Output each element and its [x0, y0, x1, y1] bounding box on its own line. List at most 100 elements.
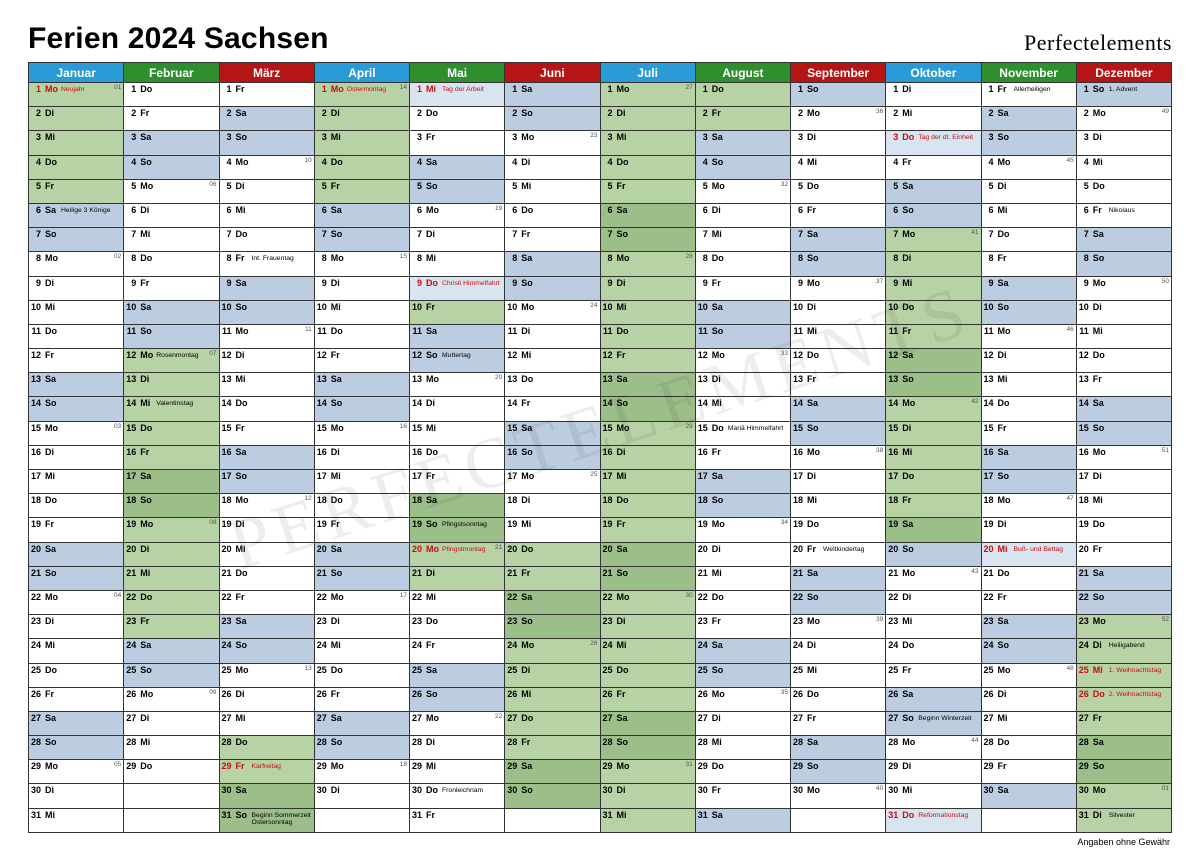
day-cell: 8FrInt. Frauentag [219, 252, 314, 276]
calendar-row: 12Fr12MoRosenmontag0712Di12Fr12SoMuttert… [29, 349, 1172, 373]
day-cell: 5Mo32 [695, 179, 790, 203]
day-cell: 23Mi [886, 615, 981, 639]
day-cell: 26Fr [600, 687, 695, 711]
day-cell: 22Di [886, 590, 981, 614]
day-cell: 26Sa [886, 687, 981, 711]
day-cell: 16Mo51 [1076, 445, 1171, 469]
day-cell: 3DoTag der dt. Einheit [886, 131, 981, 155]
day-cell: 17Mo25 [505, 470, 600, 494]
day-cell: 26Do [791, 687, 886, 711]
day-cell: 12MoRosenmontag07 [124, 349, 219, 373]
day-cell: 4Sa [410, 155, 505, 179]
day-cell: 3Mi [29, 131, 124, 155]
day-cell: 28Fr [505, 736, 600, 760]
calendar-row: 23Di23Fr23Sa23Di23Do23So23Di23Fr23Mo3923… [29, 615, 1172, 639]
day-cell: 28Mi [695, 736, 790, 760]
day-cell: 19Fr [314, 518, 409, 542]
day-cell: 6Fr [791, 203, 886, 227]
month-header: Oktober [886, 63, 981, 83]
day-cell: 8Sa [505, 252, 600, 276]
day-cell: 13Sa [29, 373, 124, 397]
day-cell: 29Do [695, 760, 790, 784]
day-cell: 14So [600, 397, 695, 421]
day-cell: 21Mo43 [886, 566, 981, 590]
day-cell: 7Sa [1076, 228, 1171, 252]
day-cell: 13Sa [600, 373, 695, 397]
day-cell: 7Sa [791, 228, 886, 252]
day-cell: 5So [410, 179, 505, 203]
day-cell: 9Fr [695, 276, 790, 300]
day-cell: 23Mo52 [1076, 615, 1171, 639]
day-cell: 10Di [1076, 300, 1171, 324]
day-cell: 14Sa [791, 397, 886, 421]
day-cell: 4Do [29, 155, 124, 179]
day-cell: 11Mi [791, 324, 886, 348]
day-cell: 27Di [124, 711, 219, 735]
day-cell: 19Do [791, 518, 886, 542]
day-cell: 18Sa [410, 494, 505, 518]
day-cell: 17Di [791, 470, 886, 494]
day-cell: 6Di [695, 203, 790, 227]
month-header: Juli [600, 63, 695, 83]
day-cell: 20Sa [314, 542, 409, 566]
day-cell: 31Sa [695, 808, 790, 832]
day-cell: 14Mo42 [886, 397, 981, 421]
calendar-table: JanuarFebruarMärzAprilMaiJuniJuliAugustS… [28, 62, 1172, 833]
day-cell: 4Mi [791, 155, 886, 179]
day-cell: 15Fr [981, 421, 1076, 445]
day-cell: 25Di [505, 663, 600, 687]
day-cell: 26Mi [505, 687, 600, 711]
day-cell: 3So [981, 131, 1076, 155]
day-cell: 16Do [410, 445, 505, 469]
day-cell: 6Mo19 [410, 203, 505, 227]
day-cell: 12Di [219, 349, 314, 373]
day-cell: 24DiHeiligabend [1076, 639, 1171, 663]
day-cell: 15Sa [505, 421, 600, 445]
day-cell: 1FrAllerheiligen [981, 83, 1076, 107]
day-cell: 17Sa [695, 470, 790, 494]
day-cell: 25Mo48 [981, 663, 1076, 687]
day-cell: 31Mi [29, 808, 124, 832]
day-cell: 8Mo02 [29, 252, 124, 276]
day-cell: 17So [981, 470, 1076, 494]
day-cell: 15Fr [219, 421, 314, 445]
day-cell: 24Do [886, 639, 981, 663]
day-cell: 11Mo46 [981, 324, 1076, 348]
day-cell: 16Fr [695, 445, 790, 469]
day-cell: 19Fr [29, 518, 124, 542]
day-cell: 15Mo03 [29, 421, 124, 445]
day-cell: 16Fr [124, 445, 219, 469]
day-cell: 13Di [124, 373, 219, 397]
day-cell: 30Sa [981, 784, 1076, 808]
day-cell: 19Mi [505, 518, 600, 542]
day-cell: 2Fr [695, 107, 790, 131]
day-cell: 10Di [791, 300, 886, 324]
day-cell: 28Do [981, 736, 1076, 760]
day-cell: 6Mi [981, 203, 1076, 227]
day-cell: 12Mo33 [695, 349, 790, 373]
day-cell: 25Do [600, 663, 695, 687]
day-cell: 4Mo10 [219, 155, 314, 179]
day-cell: 27Mi [219, 711, 314, 735]
day-cell: 27Fr [791, 711, 886, 735]
day-cell: 1Di [886, 83, 981, 107]
day-cell: 26Mo09 [124, 687, 219, 711]
day-cell: 18Mi [1076, 494, 1171, 518]
day-cell [981, 808, 1076, 832]
day-cell: 2Sa [981, 107, 1076, 131]
month-header: Februar [124, 63, 219, 83]
day-cell: 18Mi [791, 494, 886, 518]
day-cell: 11Sa [410, 324, 505, 348]
day-cell: 11Fr [886, 324, 981, 348]
day-cell: 27SoBeginn Winterzeit [886, 711, 981, 735]
day-cell: 2Mo49 [1076, 107, 1171, 131]
day-cell: 20Fr [1076, 542, 1171, 566]
day-cell: 7Fr [505, 228, 600, 252]
day-cell: 10Mi [600, 300, 695, 324]
day-cell: 28Do [219, 736, 314, 760]
day-cell: 17Mi [29, 470, 124, 494]
day-cell: 13Mo20 [410, 373, 505, 397]
day-cell: 15So [1076, 421, 1171, 445]
day-cell: 31DoReformationstag [886, 808, 981, 832]
day-cell: 18Do [314, 494, 409, 518]
